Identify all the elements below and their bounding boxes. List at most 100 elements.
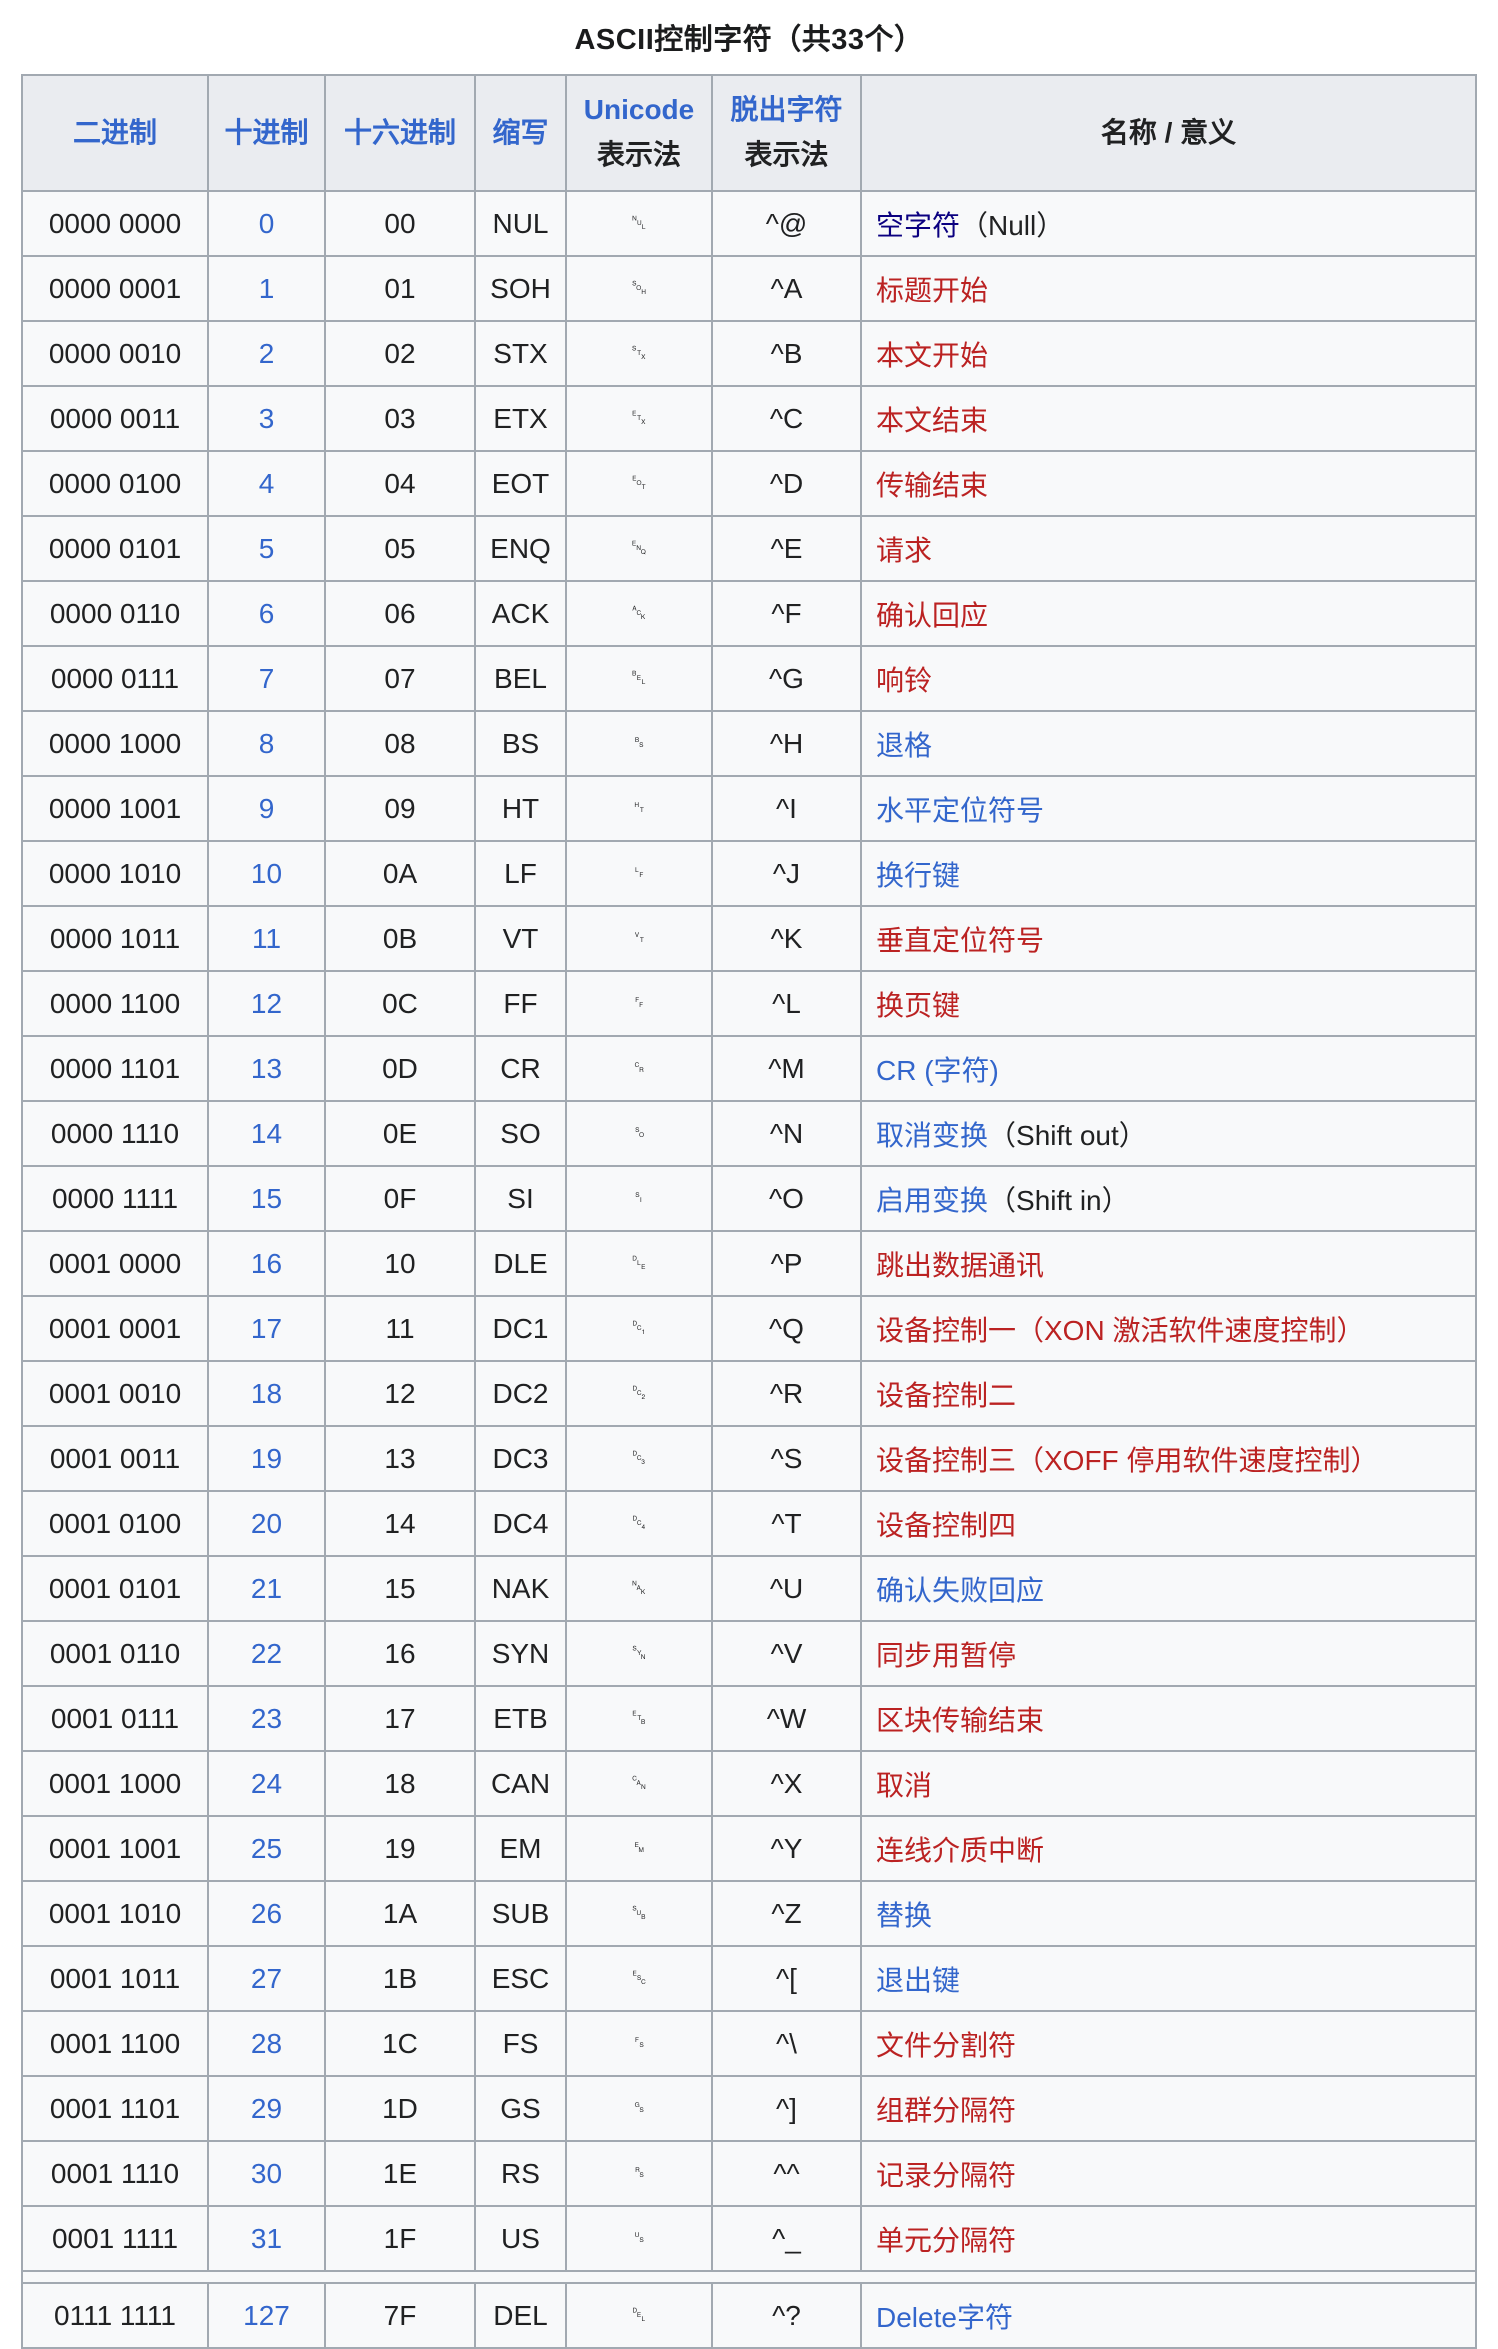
name-meaning-cell: 记录分隔符: [860, 2140, 1477, 2207]
name-link[interactable]: 记录分隔符: [876, 2159, 1017, 2191]
decimal-link[interactable]: 19: [250, 1442, 283, 1474]
name-meaning-cell: 请求: [860, 515, 1477, 582]
escape-cell: ^E: [711, 515, 862, 582]
decimal-link[interactable]: 29: [250, 2092, 283, 2124]
decimal-link[interactable]: 11: [251, 922, 282, 954]
decimal-link[interactable]: 15: [250, 1182, 283, 1214]
name-link[interactable]: 换页键: [876, 989, 961, 1021]
decimal-cell: 18: [207, 1360, 326, 1427]
unicode-representation-header-link[interactable]: Unicode: [583, 94, 695, 126]
name-link[interactable]: 设备控制二: [876, 1379, 1017, 1411]
name-link[interactable]: 文件分割符: [876, 2029, 1017, 2061]
decimal-link[interactable]: 31: [250, 2222, 283, 2254]
decimal-cell: 28: [207, 2010, 326, 2077]
name-meaning-cell: 设备控制二: [860, 1360, 1477, 1427]
decimal-link[interactable]: 0: [258, 207, 275, 239]
decimal-link[interactable]: 2: [258, 337, 275, 369]
name-link[interactable]: 本文开始: [876, 339, 989, 371]
name-link[interactable]: 确认失败回应: [876, 1574, 1045, 1606]
decimal-link[interactable]: 9: [258, 792, 275, 824]
name-link[interactable]: 替换: [876, 1899, 933, 1931]
decimal-link[interactable]: 20: [250, 1507, 283, 1539]
name-link[interactable]: 标题开始: [876, 274, 989, 306]
table-row: 0000 1111 15 0F SI ␏ ^O 启用变换（Shift in）: [21, 1165, 1477, 1232]
abbreviation-header-link[interactable]: 缩写: [492, 116, 549, 148]
decimal-link[interactable]: 13: [250, 1052, 283, 1084]
decimal-link[interactable]: 22: [250, 1637, 283, 1669]
name-link[interactable]: 启用变换: [876, 1184, 989, 1216]
name-link[interactable]: 设备控制四: [876, 1509, 1017, 1541]
name-link[interactable]: 设备控制三（XOFF 停用软件速度控制）: [876, 1444, 1379, 1476]
decimal-link[interactable]: 28: [250, 2027, 283, 2059]
hexadecimal-header-link[interactable]: 十六进制: [343, 116, 456, 148]
abbreviation-cell: NAK: [474, 1555, 567, 1622]
name-link[interactable]: 组群分隔符: [876, 2094, 1017, 2126]
escape-representation-header-link[interactable]: 脱出字符: [730, 94, 843, 126]
name-link[interactable]: 连线介质中断: [876, 1834, 1045, 1866]
name-link[interactable]: 退格: [876, 729, 933, 761]
decimal-link[interactable]: 10: [250, 857, 283, 889]
binary-cell: 0000 1111: [21, 1165, 209, 1232]
decimal-header-link[interactable]: 十进制: [224, 116, 309, 148]
name-link[interactable]: 区块传输结束: [876, 1704, 1045, 1736]
decimal-link[interactable]: 30: [250, 2157, 283, 2189]
decimal-link[interactable]: 24: [250, 1767, 283, 1799]
unicode-symbol-cell: ␛: [565, 1945, 713, 2012]
name-link[interactable]: 换行键: [876, 859, 961, 891]
name-link[interactable]: 传输结束: [876, 469, 989, 501]
column-header-unicode-representation: Unicode 表示法: [565, 74, 713, 192]
name-meaning-cell: Delete字符: [860, 2282, 1477, 2349]
decimal-link[interactable]: 21: [250, 1572, 283, 1604]
name-link[interactable]: CR (字符): [876, 1054, 999, 1086]
table-header: 二进制 十进制 十六进制 缩写 Unicode 表示法 脱出字符 表示法 名称 / 意义: [21, 74, 1477, 192]
decimal-link[interactable]: 17: [250, 1312, 283, 1344]
decimal-cell: 9: [207, 775, 326, 842]
decimal-link[interactable]: 7: [258, 662, 275, 694]
decimal-link[interactable]: 26: [250, 1897, 283, 1929]
table-row: 0001 0001 17 11 DC1 ␑ ^Q 设备控制一（XON 激活软件速度控制）: [21, 1295, 1477, 1362]
name-link[interactable]: 设备控制一（XON 激活软件速度控制）: [876, 1314, 1365, 1346]
name-meaning-cell: 设备控制一（XON 激活软件速度控制）: [860, 1295, 1477, 1362]
name-link[interactable]: 跳出数据通讯: [876, 1249, 1045, 1281]
table-row: 0000 0110 6 06 ACK ␆ ^F 确认回应: [21, 580, 1477, 647]
name-link[interactable]: 确认回应: [876, 599, 989, 631]
decimal-link[interactable]: 14: [250, 1117, 283, 1149]
decimal-link[interactable]: 8: [258, 727, 275, 759]
name-link[interactable]: 同步用暂停: [876, 1639, 1017, 1671]
binary-cell: 0000 1011: [21, 905, 209, 972]
name-link[interactable]: 单元分隔符: [876, 2224, 1017, 2256]
decimal-link[interactable]: 27: [250, 1962, 283, 1994]
spacer-row: [21, 2270, 1477, 2284]
decimal-link[interactable]: 5: [258, 532, 275, 564]
decimal-link[interactable]: 18: [250, 1377, 283, 1409]
name-link[interactable]: 取消变换: [876, 1119, 989, 1151]
decimal-link[interactable]: 16: [250, 1247, 283, 1279]
name-link[interactable]: 水平定位符号: [876, 794, 1045, 826]
name-link[interactable]: 响铃: [876, 664, 933, 696]
decimal-link[interactable]: 6: [258, 597, 275, 629]
decimal-link[interactable]: 3: [258, 402, 275, 434]
decimal-link[interactable]: 25: [250, 1832, 283, 1864]
table-row: 0001 1011 27 1B ESC ␛ ^[退出键: [21, 1945, 1477, 2012]
decimal-link[interactable]: 127: [243, 2299, 290, 2331]
hex-cell: 17: [324, 1685, 476, 1752]
name-link[interactable]: 垂直定位符号: [876, 924, 1045, 956]
name-link[interactable]: 取消: [876, 1769, 933, 1801]
table-row: 0001 0011 19 13 DC3 ␓ ^S 设备控制三（XOFF 停用软件速度控制）: [21, 1425, 1477, 1492]
hex-cell: 0C: [324, 970, 476, 1037]
abbreviation-cell: DC4: [474, 1490, 567, 1557]
decimal-link[interactable]: 1: [258, 272, 275, 304]
name-link[interactable]: 退出键: [876, 1964, 961, 1996]
name-link[interactable]: 请求: [876, 534, 933, 566]
unicode-symbol-cell: ␀: [565, 190, 713, 257]
name-link[interactable]: 本文结束: [876, 404, 989, 436]
name-link[interactable]: 空字符: [876, 209, 961, 241]
decimal-link[interactable]: 23: [250, 1702, 283, 1734]
binary-header-link[interactable]: 二进制: [72, 116, 157, 148]
decimal-cell: 7: [207, 645, 326, 712]
decimal-link[interactable]: 12: [250, 987, 283, 1019]
decimal-link[interactable]: 4: [258, 467, 275, 499]
binary-cell: 0001 0001: [21, 1295, 209, 1362]
name-link[interactable]: Delete字符: [876, 2301, 1013, 2333]
binary-cell: 0000 1100: [21, 970, 209, 1037]
